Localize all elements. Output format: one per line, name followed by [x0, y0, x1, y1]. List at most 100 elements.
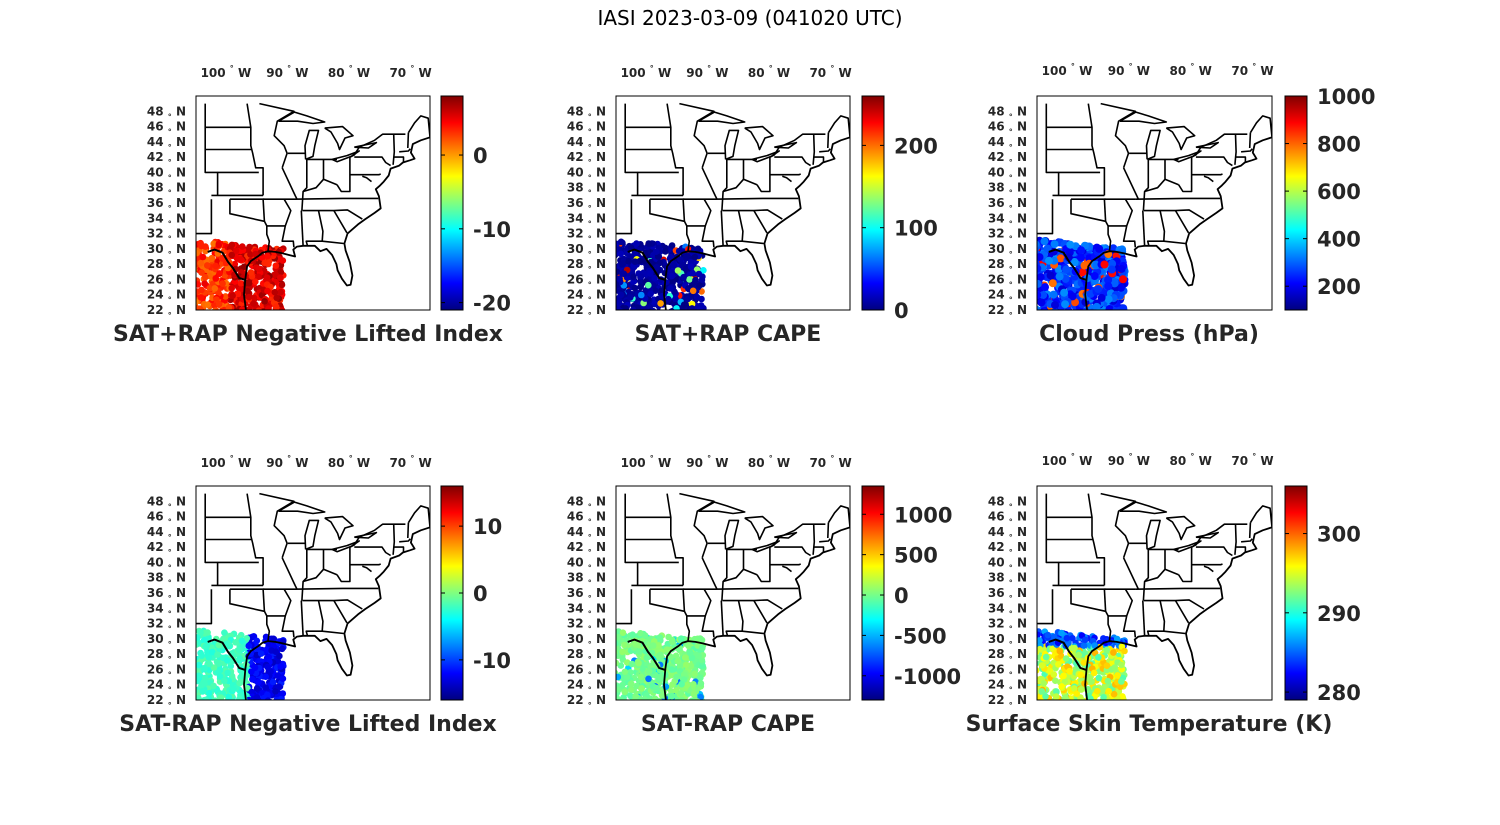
swath-point: [231, 309, 235, 310]
state-line: [827, 505, 850, 528]
state-line: [349, 563, 381, 566]
state-line: [679, 492, 715, 559]
swath-point: [1040, 680, 1048, 687]
swath-point: [277, 288, 285, 296]
swath-point: [239, 243, 246, 250]
swath-point: [236, 679, 243, 687]
state-line: [1100, 102, 1137, 169]
swath-point: [689, 269, 696, 277]
swath-point: [1040, 307, 1048, 310]
state-line: [1146, 210, 1166, 247]
swath-point: [262, 684, 270, 691]
swath-point: [204, 301, 212, 309]
map-frame: [1036, 95, 1273, 311]
swath-point: [228, 241, 236, 249]
state-line: [1144, 599, 1205, 610]
swath-point: [196, 688, 198, 695]
swath-point: [1062, 655, 1070, 662]
swath-point: [1037, 240, 1040, 249]
swath-point: [206, 660, 213, 668]
colorbar-tick-label: 290: [1317, 602, 1361, 626]
lake-outline: [324, 125, 354, 151]
state-line: [819, 538, 831, 543]
colorbar-tick-label: 0: [473, 144, 488, 168]
lat-tick-label: 32 ° N: [147, 617, 186, 634]
swath-point: [642, 632, 649, 639]
swath-point: [619, 270, 626, 277]
swath-dots: [1037, 628, 1128, 700]
state-line: [333, 600, 348, 624]
swath-point: [667, 253, 675, 261]
state-line: [259, 492, 295, 559]
swath-point: [272, 688, 279, 695]
swath-point: [1063, 697, 1071, 700]
swath-dots: [196, 238, 287, 310]
state-line: [1174, 600, 1190, 624]
swath-point: [211, 285, 219, 292]
lon-tick-label: 80 ° W: [328, 64, 370, 80]
state-line: [1135, 197, 1221, 200]
state-line: [394, 156, 405, 163]
border-line: [1048, 638, 1088, 672]
state-line: [1122, 198, 1137, 248]
swath-point: [1078, 268, 1087, 277]
state-line: [1234, 134, 1237, 165]
lake-outline: [1195, 141, 1219, 149]
swath-point: [1041, 283, 1049, 292]
swath-point: [618, 682, 626, 689]
swath-point: [1080, 642, 1088, 649]
colorbar-tick-label: 300: [1317, 523, 1361, 547]
state-line: [262, 589, 266, 612]
lon-tick-label: 80 ° W: [748, 64, 790, 80]
swath-point: [1058, 683, 1065, 690]
swath-point: [271, 288, 279, 296]
lat-tick-label: 24 ° N: [147, 678, 186, 695]
swath-point: [199, 253, 207, 261]
swath-point: [695, 270, 703, 278]
swath-point: [1110, 649, 1117, 656]
swath-point: [689, 697, 697, 700]
lat-tick-label: 24 ° N: [988, 288, 1027, 305]
swath-point: [265, 305, 272, 310]
swath-point: [236, 655, 244, 662]
state-line: [812, 524, 816, 555]
swath-point: [222, 293, 229, 300]
state-line: [1144, 209, 1205, 220]
swath-point: [237, 256, 245, 263]
lat-tick-label: 34 ° N: [988, 601, 1027, 618]
state-line: [1234, 524, 1237, 555]
state-line: [399, 538, 411, 543]
state-line: [1142, 548, 1150, 601]
state-line: [262, 199, 266, 222]
state-line: [294, 587, 379, 590]
swath-point: [1061, 300, 1070, 309]
swath-point: [647, 270, 654, 277]
state-line: [1135, 587, 1221, 590]
state-line: [1037, 589, 1054, 625]
state-line: [714, 197, 799, 200]
lat-tick-label: 32 ° N: [147, 227, 186, 244]
lat-tick-label: 38 ° N: [147, 571, 186, 588]
colorbar: [1284, 485, 1308, 701]
swath-point: [1056, 254, 1065, 263]
swath-point: [1088, 678, 1095, 685]
swath-point: [255, 265, 263, 273]
border-line: [207, 638, 247, 672]
swath-point: [1081, 636, 1089, 644]
swath-point: [681, 654, 689, 661]
swath-point: [196, 298, 200, 306]
state-line: [624, 493, 639, 586]
state-line: [682, 199, 686, 222]
figure-title: IASI 2023-03-09 (041020 UTC): [597, 6, 903, 30]
swath-point: [1105, 305, 1114, 310]
state-line: [1177, 157, 1193, 193]
swath-point: [1117, 683, 1124, 691]
swath-point: [1090, 272, 1099, 280]
swath-point: [1038, 688, 1046, 695]
swath-point: [255, 307, 263, 310]
lat-tick-label: 48 ° N: [147, 104, 186, 121]
swath-point: [657, 651, 664, 659]
state-line: [742, 630, 764, 635]
swath-point: [1117, 264, 1126, 273]
state-line: [302, 209, 363, 220]
